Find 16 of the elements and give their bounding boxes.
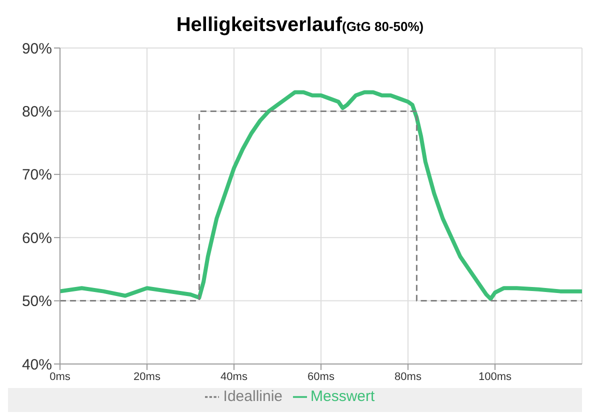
chart-subtitle: (GtG 80-50%) [342,19,424,34]
y-tick-label: 50% [22,293,52,310]
y-tick-label: 70% [22,166,52,184]
x-tick-label: 0ms [50,370,71,383]
x-tick-label: 100ms [478,370,512,383]
x-tick-label: 80ms [394,370,422,383]
y-tick-label: 90% [22,40,52,58]
y-tick-label: 80% [22,104,52,121]
legend-label: Ideallinie [223,388,283,405]
y-tick-label: 40% [22,356,52,374]
x-tick-label: 40ms [220,370,248,383]
chart-title: Helligkeitsverlauf [176,14,342,36]
legend-label: Messwert [310,388,375,405]
y-tick-label: 60% [22,230,52,247]
x-tick-label: 60ms [308,370,335,383]
x-tick-label: 20ms [134,370,161,383]
